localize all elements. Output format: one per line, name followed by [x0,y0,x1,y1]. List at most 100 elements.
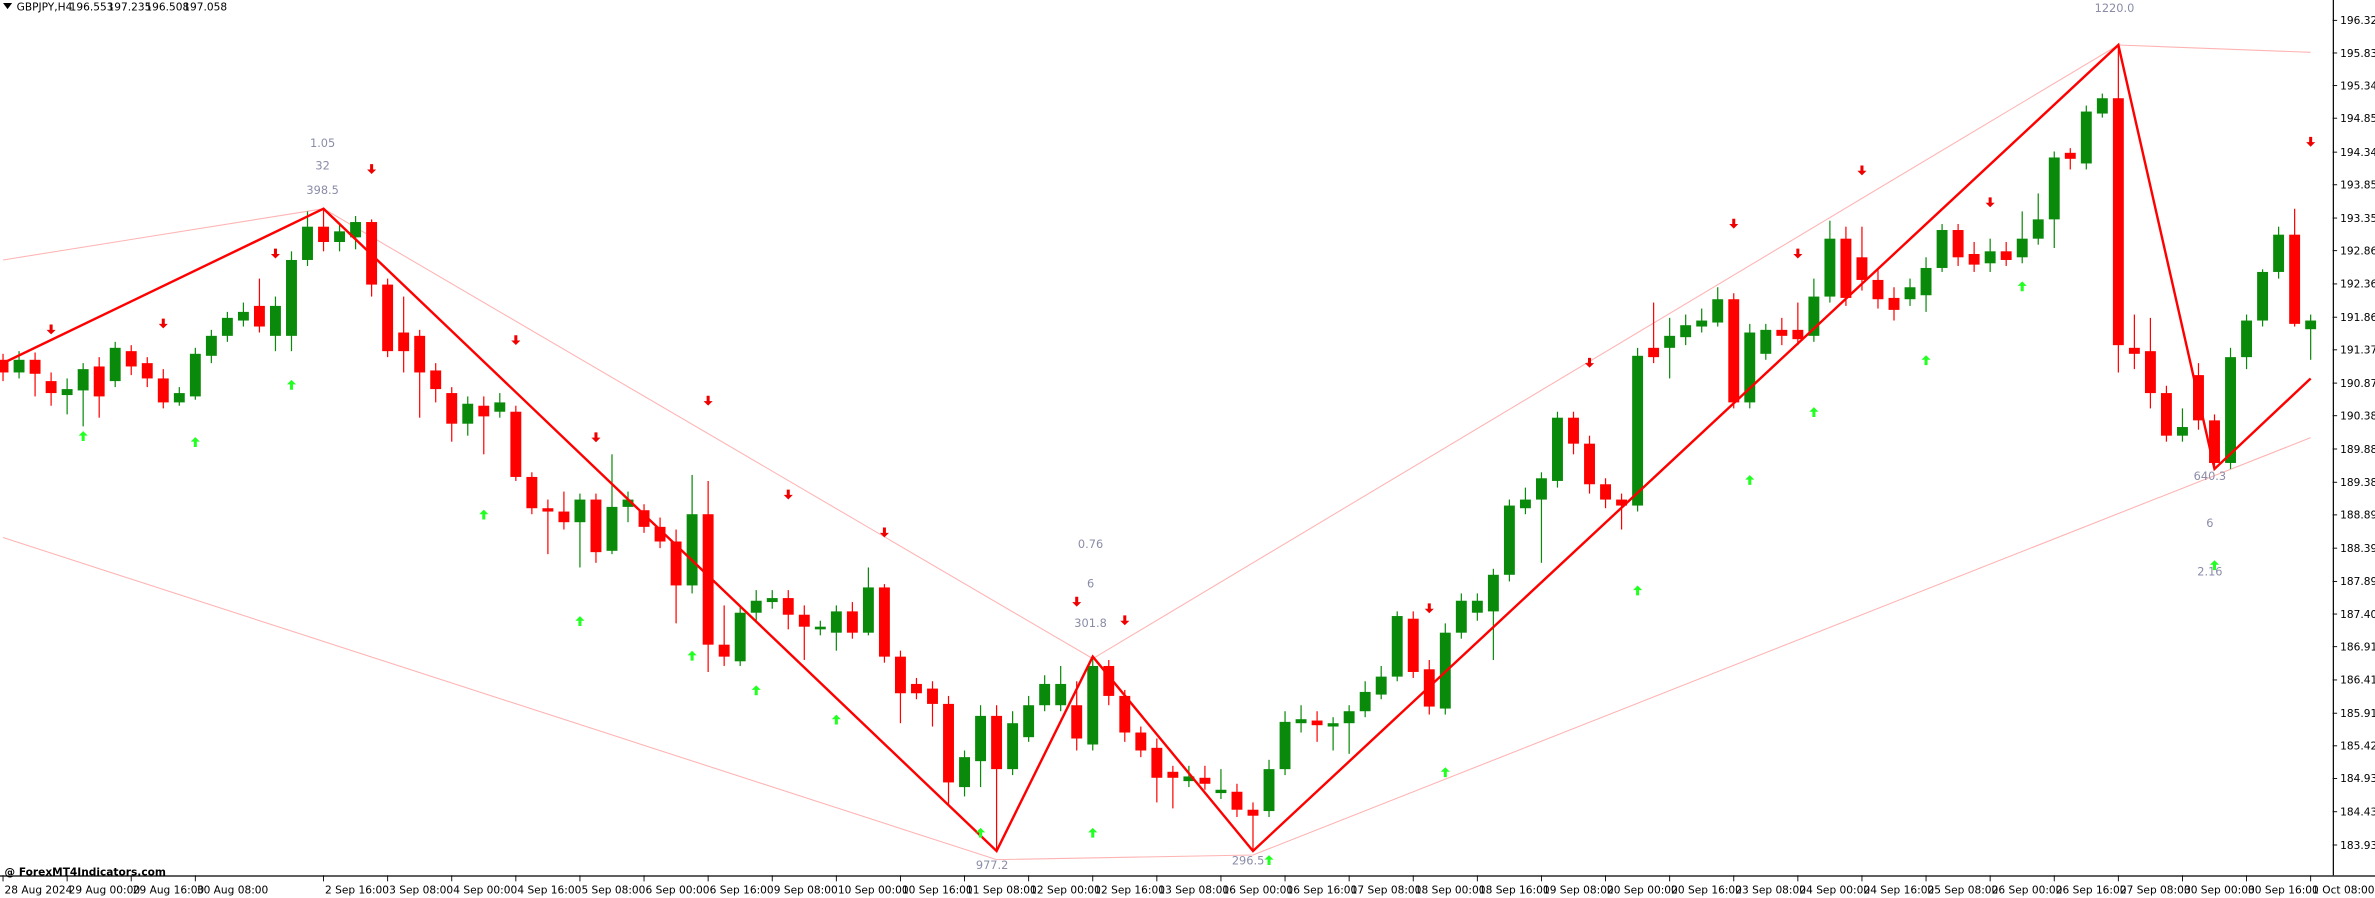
x-tick-label: 20 Sep 00:00 [1607,884,1678,896]
candle-body [253,305,265,327]
annotation: 6 [2206,516,2213,530]
buy-arrow [1440,767,1450,778]
buy-arrow [575,616,585,627]
buy-arrow [1264,855,1274,865]
candle-body [654,526,666,542]
candle-body [1632,355,1644,506]
x-tick-label: 11 Sep 08:00 [966,884,1037,896]
candle-body [991,715,1003,770]
candle-body [189,353,201,397]
candle-body [1135,732,1147,751]
sell-arrow [2306,136,2316,147]
candle-body [782,598,794,615]
y-tick-label: 192.360 [2340,279,2375,291]
y-tick-label: 194.850 [2340,113,2375,125]
sell-arrow [46,324,56,335]
sell-arrow [1857,165,1867,176]
candle-body [2032,219,2044,239]
candle-body [1199,777,1211,784]
candle-body [2160,393,2172,436]
x-tick-label: 30 Sep 16:00 [2248,884,2319,896]
sell-arrow [158,318,168,329]
candle-body [270,305,281,336]
x-tick-label: 5 Sep 08:00 [581,884,645,896]
candle-body [1103,665,1115,696]
sell-arrow [270,248,281,259]
y-tick-label: 189.380 [2340,477,2375,489]
y-tick-label: 186.410 [2340,675,2375,687]
candle-body [1007,723,1019,770]
candle-body [2096,98,2108,114]
candle-body [1616,499,1628,506]
sell-arrow [1729,218,1739,229]
watermark: @ ForexMT4Indicators.com [5,866,166,878]
candle-body [109,347,121,382]
x-tick-label: 16 Sep 00:00 [1222,884,1293,896]
candle-body [1343,711,1355,724]
x-tick-label: 12 Sep 00:00 [1030,884,1101,896]
candle-body [1744,332,1756,403]
candle-body [558,511,570,523]
y-tick-label: 193.850 [2340,180,2375,192]
candle-body [173,393,185,403]
channel-line [2,437,2311,861]
x-tick-label: 27 Sep 08:00 [2120,884,2191,896]
candle-body [1071,705,1083,739]
candle-body [1936,230,1948,268]
menu-triangle [3,3,13,10]
x-tick-label: 4 Sep 16:00 [517,884,581,896]
candle-body [686,514,698,586]
x-tick-label: 16 Sep 16:00 [1287,884,1358,896]
candle-body [798,614,810,627]
candle-body [1055,683,1067,706]
candle-body [510,411,522,477]
y-tick-label: 189.880 [2340,444,2375,456]
candle-body [2016,238,2028,258]
candle-body [1600,484,1612,500]
candle-body [1279,721,1291,770]
candle-body [878,587,890,657]
candle-body [2273,234,2285,272]
x-tick-label: 29 Aug 16:00 [133,884,205,896]
candle-body [2241,320,2253,358]
buy-arrow [479,509,489,520]
annotation: 1220.0 [2095,1,2135,15]
annotation: 398.5 [306,183,338,197]
candle-body [494,402,506,412]
candle-body [1455,600,1467,633]
candle-body [462,403,474,424]
sell-arrow [1120,615,1130,626]
candle-body [862,587,874,633]
y-tick-label: 194.340 [2340,147,2375,159]
candle-body [318,226,329,242]
candle-body [302,226,313,260]
candle-body [1776,329,1788,336]
x-tick-label: 17 Sep 08:00 [1351,884,1422,896]
candle-body [1295,719,1307,724]
candle-body [750,600,762,613]
buy-arrow [1088,827,1098,838]
buy-arrow [2017,281,2027,292]
candle-body [141,363,153,379]
x-tick-label: 26 Sep 16:00 [2056,884,2127,896]
candle-body [606,506,618,551]
x-tick-label: 10 Sep 00:00 [838,884,909,896]
y-tick-label: 188.890 [2340,510,2375,522]
y-tick-label: 193.350 [2340,213,2375,225]
candle-body [1648,347,1660,358]
y-tick-label: 190.870 [2340,378,2375,390]
candle-body [846,611,858,633]
candle-body [1664,335,1676,348]
y-tick-label: 185.420 [2340,741,2375,753]
y-tick-label: 186.910 [2340,641,2375,653]
annotation: 977.2 [976,858,1008,872]
buy-arrow [976,827,986,838]
x-tick-label: 18 Sep 00:00 [1415,884,1486,896]
candle-body [61,389,73,396]
buy-arrow [1809,407,1819,418]
candle-body [1039,683,1051,706]
candle-body [125,351,137,367]
candle-body [446,393,458,424]
candle-body [157,378,169,403]
